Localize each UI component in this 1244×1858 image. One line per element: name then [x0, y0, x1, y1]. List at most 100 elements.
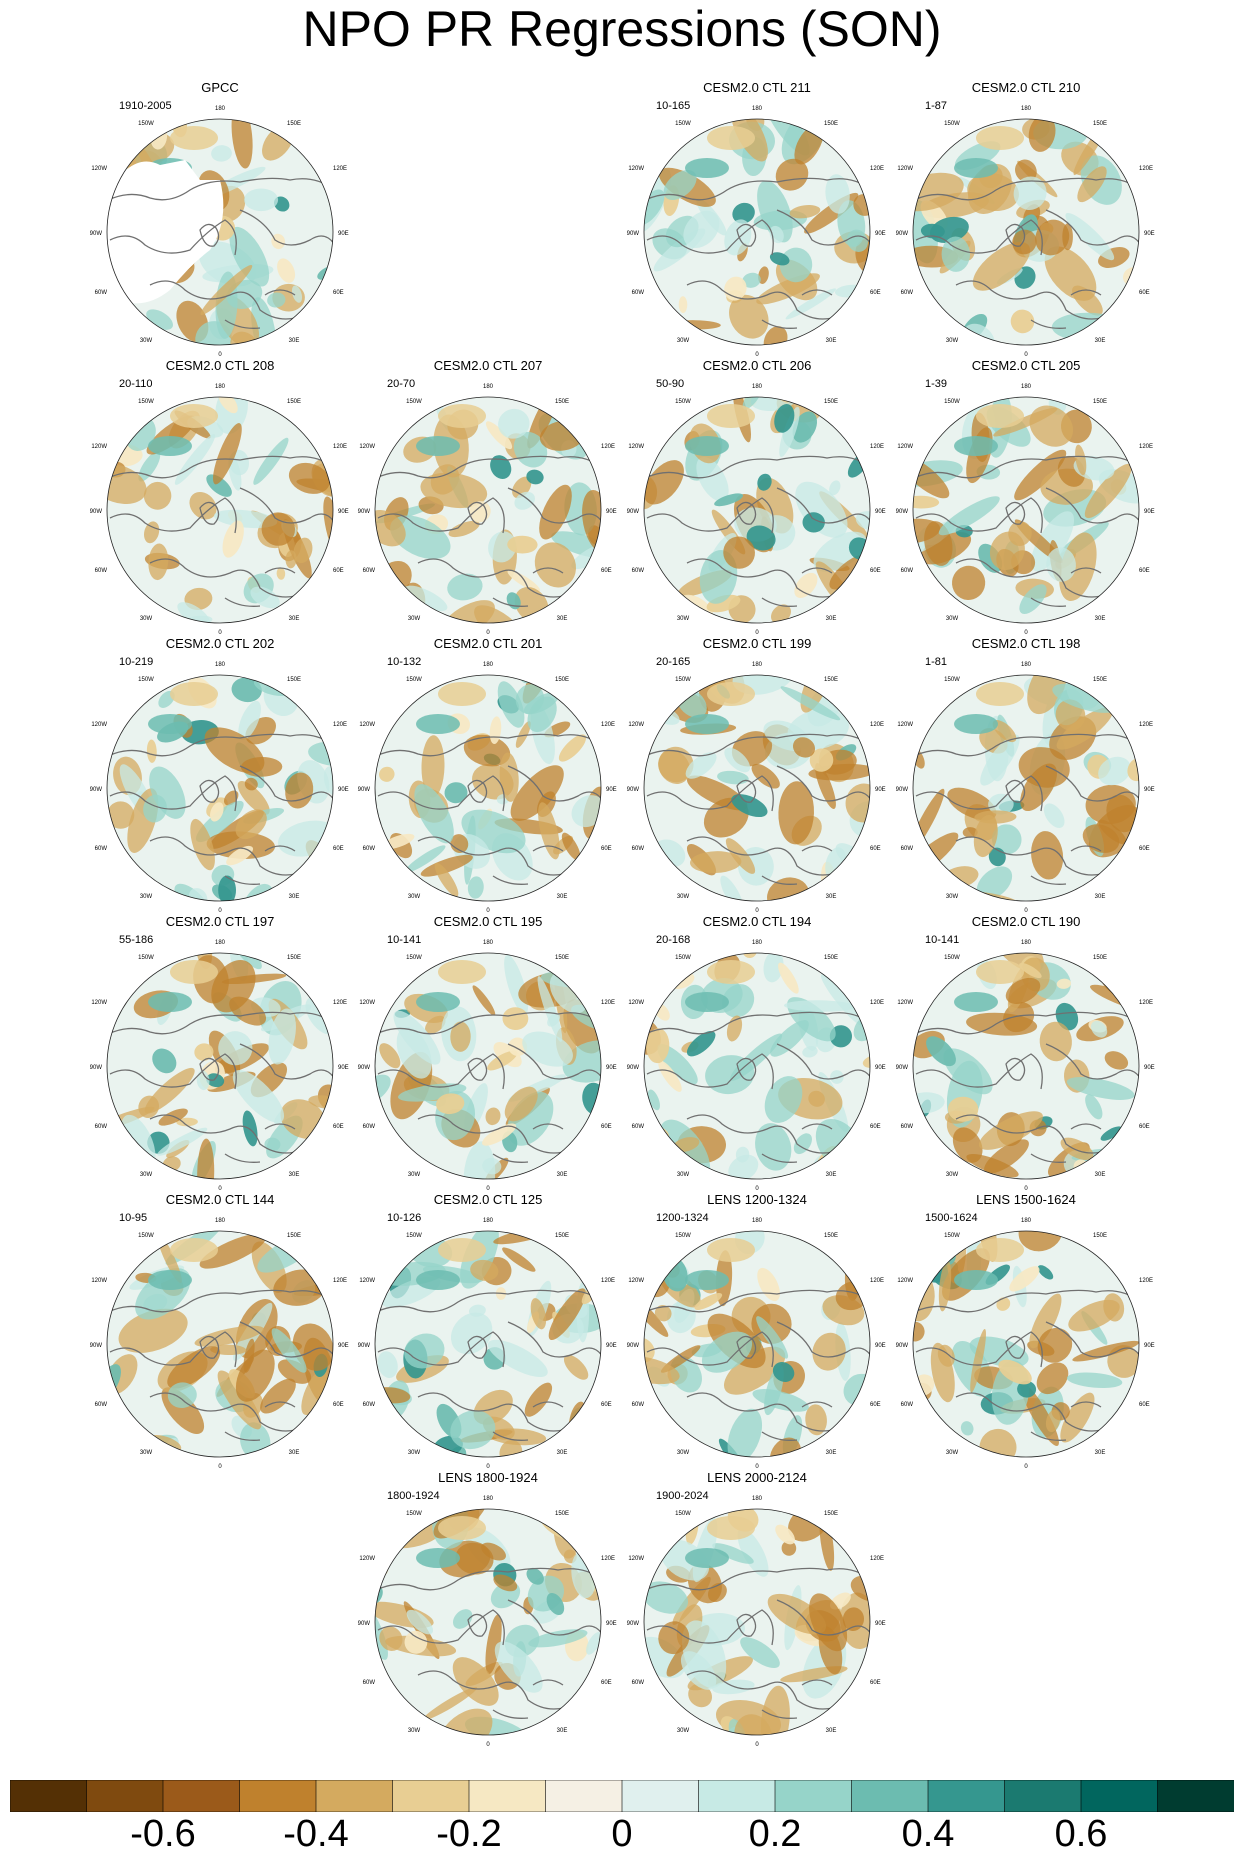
- colorbar-swatch: [468, 1780, 547, 1812]
- longitude-label: 0: [486, 1186, 490, 1192]
- coastline: [224, 1153, 261, 1163]
- longitude-label: 30W: [946, 616, 959, 622]
- anomaly-patch: [954, 1270, 998, 1290]
- longitude-label: 90E: [606, 787, 617, 793]
- longitude-label: 60E: [1139, 568, 1150, 574]
- longitude-label: 30W: [946, 1450, 959, 1456]
- anomaly-patch: [167, 1382, 197, 1409]
- anomaly-patch: [752, 1389, 809, 1412]
- longitude-label: 0: [486, 1464, 490, 1470]
- anomaly-patch: [420, 854, 473, 877]
- coastline: [377, 775, 505, 812]
- longitude-label: 150W: [944, 677, 960, 683]
- anomaly-patch: [375, 1074, 391, 1105]
- longitude-label: 120W: [897, 1000, 913, 1006]
- anomaly-patch: [158, 1108, 188, 1126]
- map-border: [643, 118, 871, 346]
- polar-map: 180 150W 150E 120W 120E 90W 90E 60W 60E 30W 30E 0: [627, 1496, 886, 1748]
- map-panel: 180 150W 150E 120W 120E 90W 90E 60W 60E 30W 30E 0 GP…: [90, 80, 350, 358]
- coastline: [149, 280, 306, 320]
- anomaly-patch: [685, 1270, 729, 1290]
- anomaly-patch: [1075, 444, 1087, 476]
- panel-title: CESM2.0 CTL 207: [433, 358, 543, 373]
- longitude-label: 30E: [289, 894, 300, 900]
- longitude-label: 60W: [363, 1124, 376, 1130]
- anomaly-patch: [504, 1086, 538, 1122]
- coastline: [776, 487, 870, 524]
- longitude-label: 90W: [896, 787, 908, 793]
- coastline: [686, 836, 843, 876]
- map-border: [912, 396, 1140, 624]
- anomaly-patch: [1100, 1126, 1123, 1141]
- anomaly-patch: [406, 1609, 434, 1635]
- longitude-label: 90W: [896, 231, 908, 237]
- anomaly-patch: [170, 404, 218, 428]
- anomaly-patch: [685, 752, 717, 779]
- longitude-label: 60W: [901, 1402, 914, 1408]
- anomaly-patch: [778, 781, 815, 845]
- anomaly-patch: [1066, 1372, 1123, 1389]
- anomaly-patch: [209, 802, 224, 822]
- anomaly-patch: [416, 992, 460, 1012]
- anomaly-patch: [420, 472, 488, 509]
- anomaly-patch: [727, 1408, 763, 1457]
- anomaly-patch: [954, 714, 998, 734]
- polar-map: 180 150W 150E 120W 120E 90W 90E 60W 60E 30W 30E 0: [627, 662, 886, 914]
- map-border: [374, 674, 602, 902]
- longitude-label: 150W: [406, 399, 422, 405]
- longitude-label: 60E: [870, 1402, 881, 1408]
- polar-map: 180 150W 150E 120W 120E 90W 90E 60W 60E 30W 30E 0: [90, 384, 349, 636]
- coastline: [1005, 1057, 1026, 1081]
- anomaly-patch: [1036, 1362, 1069, 1395]
- longitude-label: 180: [1021, 384, 1032, 390]
- anomaly-patch: [1106, 794, 1138, 833]
- anomaly-patch: [756, 273, 820, 305]
- longitude-label: 30W: [677, 894, 690, 900]
- polar-map: 180 150W 150E 120W 120E 90W 90E 60W 60E 30W 30E 0: [627, 106, 886, 358]
- anomaly-patch: [707, 1516, 755, 1540]
- colorbar-swatch: [1157, 1780, 1234, 1812]
- anomaly-patch: [760, 1685, 790, 1735]
- anomaly-patch: [232, 1069, 285, 1123]
- anomaly-patch: [758, 266, 769, 284]
- anomaly-patch: [779, 247, 813, 283]
- anomaly-patch: [992, 720, 1017, 743]
- anomaly-patch: [507, 570, 541, 592]
- panel-title: CESM2.0 CTL 190: [971, 914, 1081, 929]
- longitude-label: 30E: [1095, 1172, 1106, 1178]
- coastline: [264, 289, 296, 296]
- polar-map: 180 150W 150E 120W 120E 90W 90E 60W 60E 30W 30E 0: [358, 384, 617, 636]
- panel-title: CESM2.0 CTL 194: [702, 914, 812, 929]
- longitude-label: 150W: [138, 399, 154, 405]
- anomaly-patch: [1090, 1020, 1108, 1038]
- coastline: [239, 487, 333, 524]
- anomaly-patch: [976, 682, 1024, 706]
- anomaly-patch: [230, 331, 259, 345]
- longitude-label: 0: [218, 1186, 222, 1192]
- coastline: [492, 1431, 529, 1441]
- anomaly-patch: [494, 1641, 543, 1693]
- anomaly-patch: [644, 1581, 689, 1614]
- anomaly-patch: [1056, 707, 1113, 750]
- longitude-label: 150W: [944, 121, 960, 127]
- figure-title: NPO PR Regressions (SON): [302, 1, 942, 57]
- anomaly-patch: [177, 602, 210, 623]
- longitude-label: 150E: [824, 121, 838, 127]
- anomaly-patch: [293, 537, 313, 564]
- anomaly-patch: [1098, 756, 1131, 786]
- anomaly-patch: [546, 1592, 565, 1616]
- longitude-label: 90E: [606, 1621, 617, 1627]
- panel-period: 10-141: [925, 934, 960, 946]
- anomaly-patch: [200, 264, 253, 316]
- panel-title: CESM2.0 CTL 206: [702, 358, 812, 373]
- anomaly-patch: [793, 1133, 812, 1155]
- anomaly-patch: [980, 734, 1020, 786]
- longitude-label: 60E: [333, 1124, 344, 1130]
- anomaly-patch: [170, 1238, 218, 1262]
- anomaly-patch: [526, 1567, 544, 1585]
- longitude-label: 120W: [359, 1000, 375, 1006]
- longitude-label: 90E: [1144, 509, 1155, 515]
- longitude-label: 60W: [632, 846, 645, 852]
- coastline: [375, 1011, 601, 1035]
- panel-period: 55-186: [119, 934, 154, 946]
